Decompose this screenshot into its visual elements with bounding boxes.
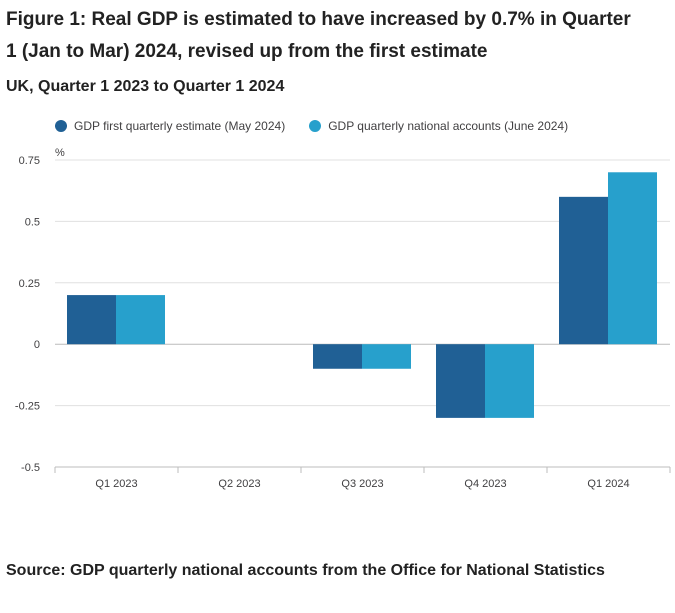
bar-q1-2023-series-1[interactable] <box>67 295 116 345</box>
x-tick-label: Q3 2023 <box>341 478 383 490</box>
y-axis-ticks: 0.75 0.5 0.25 0 -0.25 -0.5 <box>15 155 40 474</box>
bar-q4-2023-series-2[interactable] <box>485 344 534 418</box>
x-tick-label: Q1 2023 <box>95 478 137 490</box>
y-tick-label: 0.5 <box>25 216 40 228</box>
chart-legend: GDP first quarterly estimate (May 2024) … <box>55 119 592 133</box>
legend-swatch-national-accounts <box>309 120 322 132</box>
x-tick-label: Q4 2023 <box>464 478 506 490</box>
legend-label-first-estimate: GDP first quarterly estimate (May 2024) <box>74 119 286 133</box>
x-tick-label: Q1 2024 <box>587 478 629 490</box>
y-tick-label: 0 <box>34 339 40 351</box>
bar-q4-2023-series-1[interactable] <box>436 344 485 418</box>
legend-item-first-estimate[interactable]: GDP first quarterly estimate (May 2024) <box>55 119 285 133</box>
bars <box>67 172 657 418</box>
figure-title: Figure 1: Real GDP is estimated to have … <box>6 9 631 62</box>
source-note: Source: GDP quarterly national accounts … <box>6 562 605 579</box>
y-tick-label: 0.25 <box>19 278 40 290</box>
y-tick-label: -0.5 <box>21 462 40 474</box>
y-tick-label: 0.75 <box>19 155 40 167</box>
legend-item-national-accounts[interactable]: GDP quarterly national accounts (June 20… <box>309 119 568 133</box>
y-axis-unit-label: % <box>55 147 65 159</box>
y-tick-label: -0.25 <box>15 401 40 413</box>
bar-q1-2024-series-2[interactable] <box>608 172 657 345</box>
bar-q1-2024-series-1[interactable] <box>559 196 608 345</box>
legend-swatch-first-estimate <box>55 120 67 132</box>
legend-label-national-accounts: GDP quarterly national accounts (June 20… <box>328 119 569 133</box>
bar-q1-2023-series-2[interactable] <box>116 295 165 345</box>
bar-q3-2023-series-2[interactable] <box>362 344 411 369</box>
figure-subtitle: UK, Quarter 1 2023 to Quarter 1 2024 <box>6 78 285 95</box>
x-axis-ticks: Q1 2023 Q2 2023 Q3 2023 Q4 2023 Q1 2024 <box>54 466 671 490</box>
bar-q3-2023-series-1[interactable] <box>313 344 362 369</box>
bar-chart: 0.75 0.5 0.25 0 -0.25 -0.5 % Q1 2023 Q2 2023 Q3… <box>15 147 671 490</box>
x-tick-label: Q2 2023 <box>218 478 260 490</box>
